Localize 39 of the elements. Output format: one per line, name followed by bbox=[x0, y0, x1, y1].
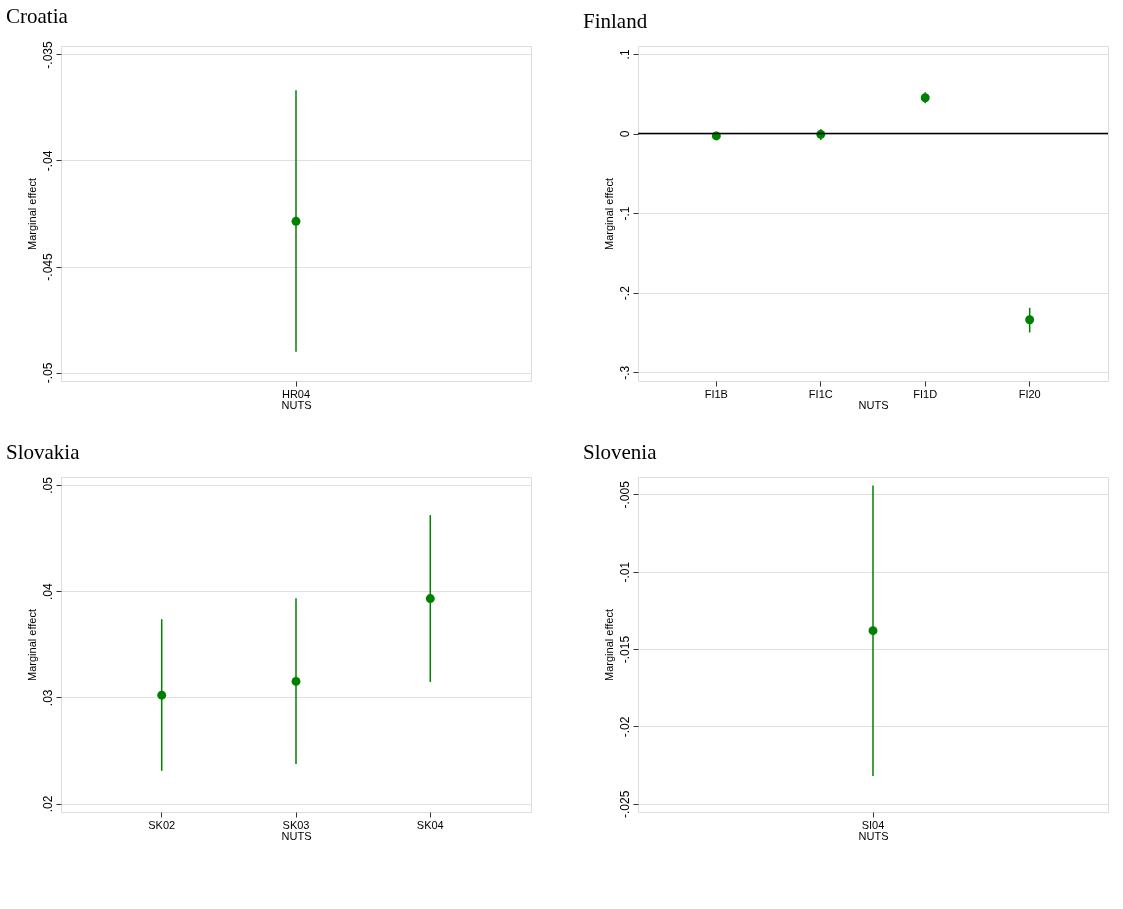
y-tick-label: -.01 bbox=[617, 561, 632, 583]
y-tick-label: -.035 bbox=[40, 40, 55, 69]
chart-title: Slovakia bbox=[6, 439, 81, 464]
x-tick-label: SI04 bbox=[861, 818, 885, 831]
chart-title: Croatia bbox=[6, 3, 69, 28]
y-tick-label: -.05 bbox=[40, 362, 55, 384]
x-tick-label: FI1D bbox=[913, 387, 938, 400]
chart-title: Finland bbox=[583, 9, 648, 33]
x-axis-title: NUTS bbox=[281, 398, 312, 411]
y-tick-label: -.02 bbox=[617, 716, 632, 738]
y-axis-title: Marginal effect bbox=[602, 609, 615, 681]
y-tick-label: -.025 bbox=[617, 790, 632, 818]
y-tick-label: -.3 bbox=[617, 365, 632, 380]
y-tick-label: .1 bbox=[617, 49, 632, 60]
y-tick-label: .03 bbox=[40, 689, 55, 707]
x-tick-label: FI1B bbox=[704, 387, 728, 400]
y-tick-label: -.005 bbox=[617, 480, 632, 509]
x-tick-label: FI1C bbox=[808, 387, 833, 400]
y-tick-label: .05 bbox=[40, 476, 55, 494]
y-axis-title: Marginal effect bbox=[25, 178, 38, 250]
y-tick-label: -.015 bbox=[617, 635, 632, 664]
x-tick-label: HR04 bbox=[281, 387, 311, 400]
y-tick-label: -.1 bbox=[617, 206, 632, 221]
x-tick-label: SK03 bbox=[282, 818, 310, 831]
x-axis-title: NUTS bbox=[281, 829, 312, 842]
chart-title: Slovenia bbox=[583, 440, 658, 464]
x-axis-title: NUTS bbox=[858, 829, 889, 842]
y-tick-label: -.04 bbox=[40, 150, 55, 172]
y-tick-label: .04 bbox=[40, 582, 55, 600]
y-tick-label: 0 bbox=[617, 130, 632, 138]
x-tick-label: SK04 bbox=[416, 818, 444, 831]
x-tick-label: FI20 bbox=[1018, 387, 1041, 400]
y-tick-label: -.045 bbox=[40, 253, 55, 281]
y-tick-label: -.2 bbox=[617, 285, 632, 301]
y-axis-title: Marginal effect bbox=[602, 178, 615, 250]
x-axis-title: NUTS bbox=[858, 398, 889, 411]
y-axis-title: Marginal effect bbox=[25, 609, 38, 681]
y-tick-label: .02 bbox=[40, 795, 55, 813]
x-tick-label: SK02 bbox=[148, 818, 176, 831]
